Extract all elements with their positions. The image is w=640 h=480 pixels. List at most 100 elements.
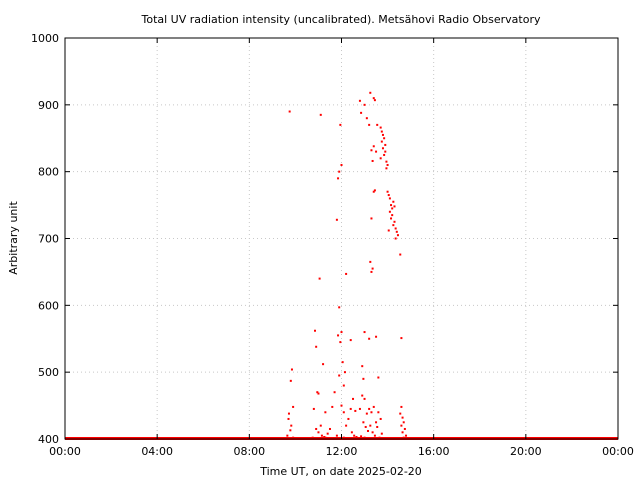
data-point: [376, 425, 379, 428]
data-point: [369, 424, 372, 427]
data-point: [370, 411, 373, 414]
data-point: [401, 431, 404, 434]
data-point: [324, 436, 327, 439]
data-point: [288, 110, 291, 113]
data-point: [294, 437, 297, 440]
y-tick-label: 600: [38, 299, 59, 312]
y-tick-label: 900: [38, 99, 59, 112]
data-point: [352, 397, 355, 400]
data-point: [289, 429, 292, 432]
data-point: [371, 159, 374, 162]
data-point: [388, 210, 391, 213]
data-point: [338, 170, 341, 173]
data-point: [338, 374, 341, 377]
data-point: [396, 234, 399, 237]
data-point: [375, 335, 378, 338]
data-point: [326, 432, 329, 435]
data-point: [365, 412, 368, 415]
data-point: [349, 339, 352, 342]
data-point: [316, 391, 319, 394]
data-point: [370, 217, 373, 220]
data-point: [371, 431, 374, 434]
data-point: [399, 412, 402, 415]
data-point: [381, 147, 384, 150]
y-tick-label: 500: [38, 366, 59, 379]
data-point: [358, 99, 361, 102]
x-axis-ticks: 00:00 04:00 08:00 12:00 16:00 20:00 00:00: [49, 38, 634, 458]
data-point: [355, 435, 358, 438]
x-tick-label: 04:00: [141, 445, 173, 458]
data-point: [406, 437, 409, 440]
data-point: [340, 163, 343, 166]
data-point: [368, 123, 371, 126]
data-point: [392, 224, 395, 227]
y-axis-ticks: 400 500 600 700 800 900 1000: [31, 32, 618, 446]
data-point: [400, 337, 403, 340]
y-axis-label: Arbitrary unit: [7, 201, 20, 275]
data-point: [287, 417, 290, 420]
data-point: [345, 272, 348, 275]
data-point: [394, 237, 397, 240]
data-point: [380, 140, 383, 143]
data-point: [405, 434, 408, 437]
chart-title: Total UV radiation intensity (uncalibrat…: [141, 13, 541, 26]
data-point: [383, 137, 386, 140]
data-point: [342, 384, 345, 387]
data-point: [354, 409, 357, 412]
data-point: [353, 434, 356, 437]
data-points: [286, 91, 409, 440]
x-tick-label: 16:00: [418, 445, 450, 458]
data-point: [402, 436, 405, 439]
x-tick-label: 00:00: [602, 445, 634, 458]
data-point: [335, 218, 338, 221]
x-tick-label: 00:00: [49, 445, 81, 458]
data-point: [400, 424, 403, 427]
data-point: [361, 394, 364, 397]
data-point: [320, 434, 323, 437]
data-point: [377, 411, 380, 414]
data-point: [324, 411, 327, 414]
data-point: [328, 427, 331, 430]
data-point: [340, 331, 343, 334]
data-point: [399, 253, 402, 256]
data-point: [379, 437, 382, 440]
data-point: [403, 427, 406, 430]
data-point: [292, 405, 295, 408]
data-point: [363, 331, 366, 334]
data-point: [368, 407, 371, 410]
data-point: [370, 270, 373, 273]
data-point: [322, 363, 325, 366]
data-point: [349, 407, 352, 410]
data-point: [289, 379, 292, 382]
data-point: [368, 337, 371, 340]
data-point: [290, 424, 293, 427]
data-point: [391, 214, 394, 217]
data-point: [341, 361, 344, 364]
data-point: [371, 267, 374, 270]
y-tick-label: 700: [38, 233, 59, 246]
data-point: [373, 434, 376, 437]
data-point: [376, 123, 379, 126]
data-point: [319, 424, 322, 427]
data-point: [388, 197, 391, 200]
data-point: [317, 431, 320, 434]
data-point: [312, 407, 315, 410]
x-tick-label: 20:00: [510, 445, 542, 458]
x-axis-label: Time UT, on date 2025-02-20: [259, 465, 422, 478]
data-point: [318, 277, 321, 280]
data-point: [385, 160, 388, 163]
data-point: [369, 260, 372, 263]
data-point: [387, 229, 390, 232]
y-tick-label: 1000: [31, 32, 59, 45]
data-point: [342, 411, 345, 414]
data-point: [315, 427, 318, 430]
data-point: [392, 200, 395, 203]
data-point: [292, 436, 295, 439]
data-point: [317, 392, 320, 395]
y-tick-label: 400: [38, 433, 59, 446]
data-point: [402, 421, 405, 424]
data-point: [369, 91, 372, 94]
data-point: [393, 220, 396, 223]
data-point: [287, 412, 290, 415]
